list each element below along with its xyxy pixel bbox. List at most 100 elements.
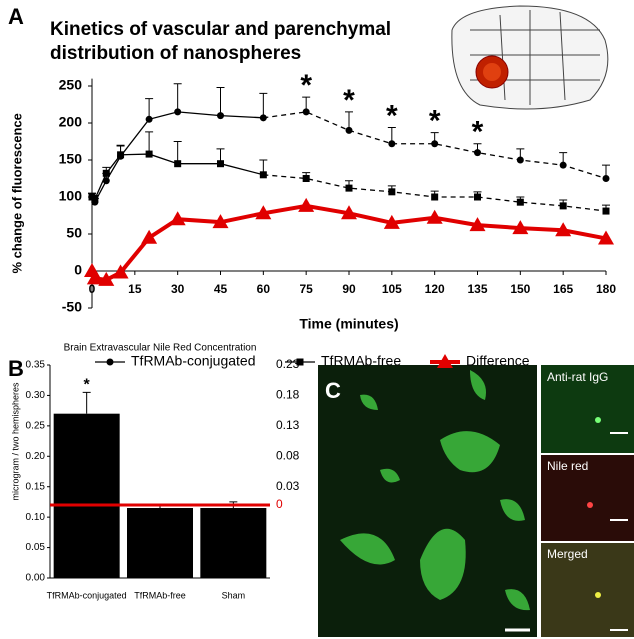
y-tick-label: 100: [59, 188, 83, 204]
marker: [302, 108, 310, 116]
marker: [212, 214, 229, 229]
y-tick-label: 0.00: [26, 573, 46, 584]
y-axis-label: % change of fluorescence: [9, 113, 24, 273]
annotation: *: [429, 105, 441, 138]
y-tick-label: 0.20: [26, 451, 46, 462]
annotation: *: [84, 377, 91, 394]
marker: [516, 198, 524, 206]
x-tick-label: 90: [342, 282, 356, 296]
x-tick-label: 135: [467, 282, 487, 296]
y2-tick-label: 0.18: [276, 388, 300, 402]
marker: [141, 229, 158, 244]
marker: [341, 205, 357, 220]
y2-tick-label: 0.08: [276, 448, 300, 462]
x-tick-label: 120: [425, 282, 445, 296]
x-tick-label: 150: [510, 282, 530, 296]
marker: [555, 222, 572, 237]
y-tick-label: 0: [74, 262, 82, 278]
chart-title: Brain Extravascular Nile Red Concentrati…: [64, 343, 257, 354]
series-line: [90, 203, 607, 282]
y2-tick-label: 0.03: [276, 479, 300, 493]
marker: [91, 195, 99, 203]
marker: [512, 220, 529, 235]
y2-tick-label: 0.23: [276, 357, 300, 371]
x-tick-label: TfRMAb-free: [134, 590, 186, 600]
marker: [217, 160, 224, 168]
x-tick-label: 15: [128, 282, 142, 296]
marker: [388, 188, 396, 196]
x-tick-label: 60: [257, 282, 271, 296]
y2-tick-label: 0.13: [276, 418, 300, 432]
marker: [474, 193, 481, 201]
error-bar: [173, 83, 182, 112]
y-tick-label: 0.30: [26, 390, 46, 401]
marker: [259, 171, 267, 179]
y-tick-label: 0.05: [26, 542, 46, 553]
marker: [298, 197, 315, 212]
marker: [431, 140, 439, 148]
error-bar: [173, 141, 182, 164]
marker: [217, 112, 224, 120]
error-bar: [82, 391, 91, 414]
marker: [426, 209, 443, 224]
marker: [345, 184, 353, 192]
legend-marker: [437, 354, 453, 368]
chart-title: Kinetics of vascular and parenchymal: [50, 19, 391, 40]
y-tick-label: 150: [59, 151, 83, 167]
panel-label: A: [8, 4, 24, 29]
legend-label: TfRMAb-free: [321, 353, 401, 369]
marker: [602, 175, 610, 182]
marker: [602, 207, 610, 215]
bar: [127, 508, 193, 578]
marker: [145, 150, 153, 158]
y-tick-label: 0.15: [26, 481, 46, 492]
x-tick-label: 45: [214, 282, 228, 296]
marker: [302, 175, 310, 182]
marker: [516, 156, 524, 164]
marker: [86, 270, 103, 285]
y-tick-label: 250: [59, 77, 83, 93]
marker: [559, 202, 567, 210]
marker: [383, 214, 400, 229]
legend-label: TfRMAb-conjugated: [131, 353, 256, 369]
x-tick-label: 75: [299, 282, 313, 296]
x-tick-label: TfRMAb-conjugated: [47, 590, 127, 600]
chart-title: distribution of nanospheres: [50, 43, 301, 64]
image-label: Anti-rat IgG: [547, 370, 608, 384]
annotation: *: [386, 99, 398, 132]
marker: [112, 264, 129, 279]
panel-label: C: [325, 378, 341, 403]
marker: [259, 114, 267, 122]
x-axis-label: Time (minutes): [299, 316, 398, 332]
marker: [431, 193, 439, 201]
marker: [559, 161, 567, 169]
y2-tick-label: 0: [276, 497, 283, 511]
series-line: [91, 153, 264, 201]
marker: [174, 160, 182, 168]
x-tick-label: Sham: [222, 590, 246, 600]
annotation: *: [472, 116, 484, 149]
y-tick-label: 50: [66, 225, 82, 241]
marker: [117, 151, 125, 159]
x-tick-label: 180: [596, 282, 616, 296]
legend-label: Difference: [466, 353, 530, 369]
brain-schematic: [451, 5, 609, 110]
marker: [98, 271, 115, 286]
error-bar: [259, 92, 268, 118]
marker: [469, 217, 486, 232]
y-tick-label: 0.25: [26, 420, 46, 431]
marker: [345, 126, 353, 134]
marker: [474, 149, 481, 157]
marker: [145, 115, 153, 123]
y-tick-label: 200: [59, 114, 83, 130]
x-tick-label: 30: [171, 282, 185, 296]
marker: [598, 230, 614, 245]
annotation: *: [343, 84, 355, 117]
error-bar: [145, 131, 154, 155]
legend-marker: [106, 358, 114, 366]
micrograph: [318, 365, 634, 637]
panel-label: B: [8, 356, 24, 381]
marker: [174, 108, 182, 116]
y-axis-label: microgram / two hemispheres: [10, 382, 20, 501]
marker: [388, 140, 396, 148]
